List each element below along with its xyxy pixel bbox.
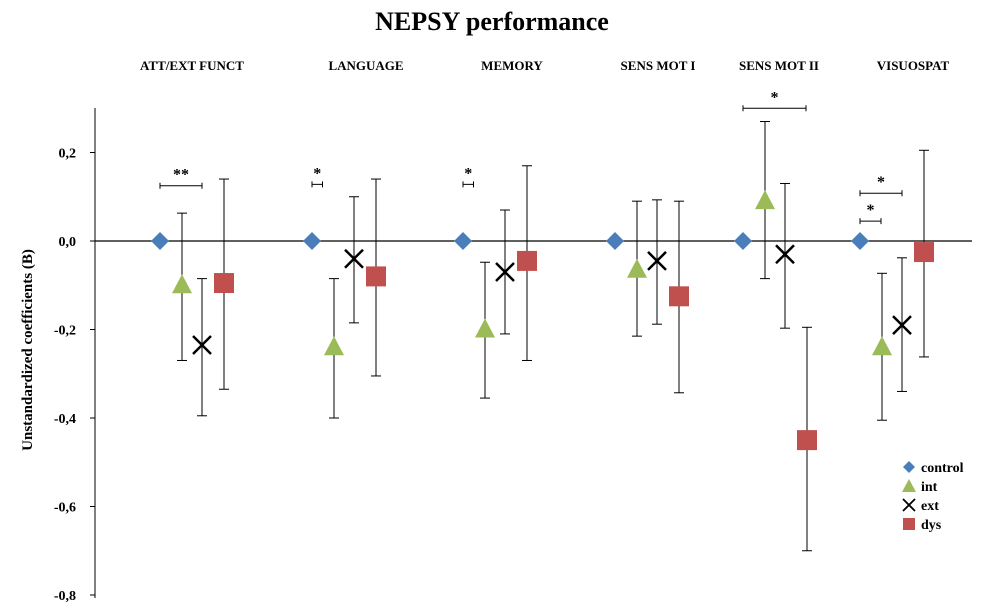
significance-bracket: * (462, 165, 474, 188)
data-point-control (851, 232, 869, 250)
data-point-control (454, 232, 472, 250)
data-point-int (172, 274, 192, 294)
y-tick-label: 0,2 (59, 147, 77, 162)
significance-label: * (771, 89, 779, 106)
data-point-ext (775, 244, 795, 265)
y-tick-label: -0,8 (54, 589, 76, 602)
data-point-control (151, 232, 169, 250)
group-label: LANGUAGE (328, 58, 403, 73)
data-point-dys (517, 250, 537, 271)
data-markers (151, 190, 934, 451)
chart-title: NEPSY performance (375, 7, 609, 36)
data-point-ext (344, 248, 364, 269)
significance-label: * (877, 174, 885, 191)
group-label: SENS MOT II (739, 58, 819, 73)
y-axis-label: Unstandardized coefficients (B) (20, 249, 36, 451)
significance-bracket: * (742, 89, 807, 112)
error-bars (177, 121, 929, 552)
data-point-int (475, 318, 495, 338)
data-point-control (303, 232, 321, 250)
significance-bracket: * (859, 202, 882, 225)
data-point-dys (214, 273, 234, 294)
legend-swatch (903, 518, 915, 530)
legend-label: dys (921, 518, 942, 533)
data-point-ext (647, 251, 667, 271)
group-label: ATT/EXT FUNCT (140, 58, 244, 73)
legend-item-ext: ext (902, 498, 939, 514)
legend-swatch (902, 498, 916, 512)
data-point-ext (892, 315, 912, 335)
group-label: MEMORY (481, 58, 543, 73)
significance-markers: ** * **** (159, 89, 903, 225)
legend-item-dys: dys (903, 518, 942, 533)
data-point-int (627, 258, 647, 278)
data-point-dys (669, 286, 689, 307)
y-tick-label: 0,0 (59, 235, 77, 250)
legend-label: control (921, 461, 964, 476)
legend-label: int (921, 480, 938, 495)
error-bar (197, 278, 207, 417)
significance-label: * (464, 165, 472, 182)
group-label: VISUOSPAT (877, 58, 950, 73)
legend-label: ext (921, 499, 939, 514)
significance-label: * (867, 202, 875, 219)
data-point-int (324, 336, 344, 356)
significance-bracket: * (859, 174, 903, 197)
legend-item-control: control (903, 461, 964, 476)
significance-bracket: * (311, 165, 323, 188)
data-point-dys (914, 242, 934, 263)
significance-label: * (313, 165, 321, 182)
data-point-dys (797, 430, 817, 451)
group-label: SENS MOT I (621, 58, 696, 73)
group-labels: ATT/EXT FUNCT LANGUAGE MEMORY SENS MOT I SEN… (140, 58, 950, 73)
data-point-ext (495, 262, 515, 282)
y-tick-label: -0,2 (54, 324, 76, 339)
significance-bracket: ** (159, 167, 203, 189)
data-point-int (755, 190, 775, 210)
y-tick-labels: 0,2 0,0 -0,2 -0,4 -0,6 -0,8 (54, 147, 95, 602)
data-point-int (872, 336, 892, 356)
axes (94, 108, 972, 598)
data-point-control (606, 232, 624, 250)
significance-label: ** (173, 167, 189, 184)
legend-swatch (902, 479, 916, 492)
legend: control int ext dys (902, 461, 964, 533)
data-point-dys (366, 266, 386, 287)
y-tick-label: -0,6 (54, 501, 76, 516)
data-point-ext (192, 335, 212, 355)
legend-item-int: int (902, 479, 938, 495)
legend-swatch (903, 461, 915, 473)
data-point-control (734, 232, 752, 250)
y-tick-label: -0,4 (54, 412, 76, 427)
